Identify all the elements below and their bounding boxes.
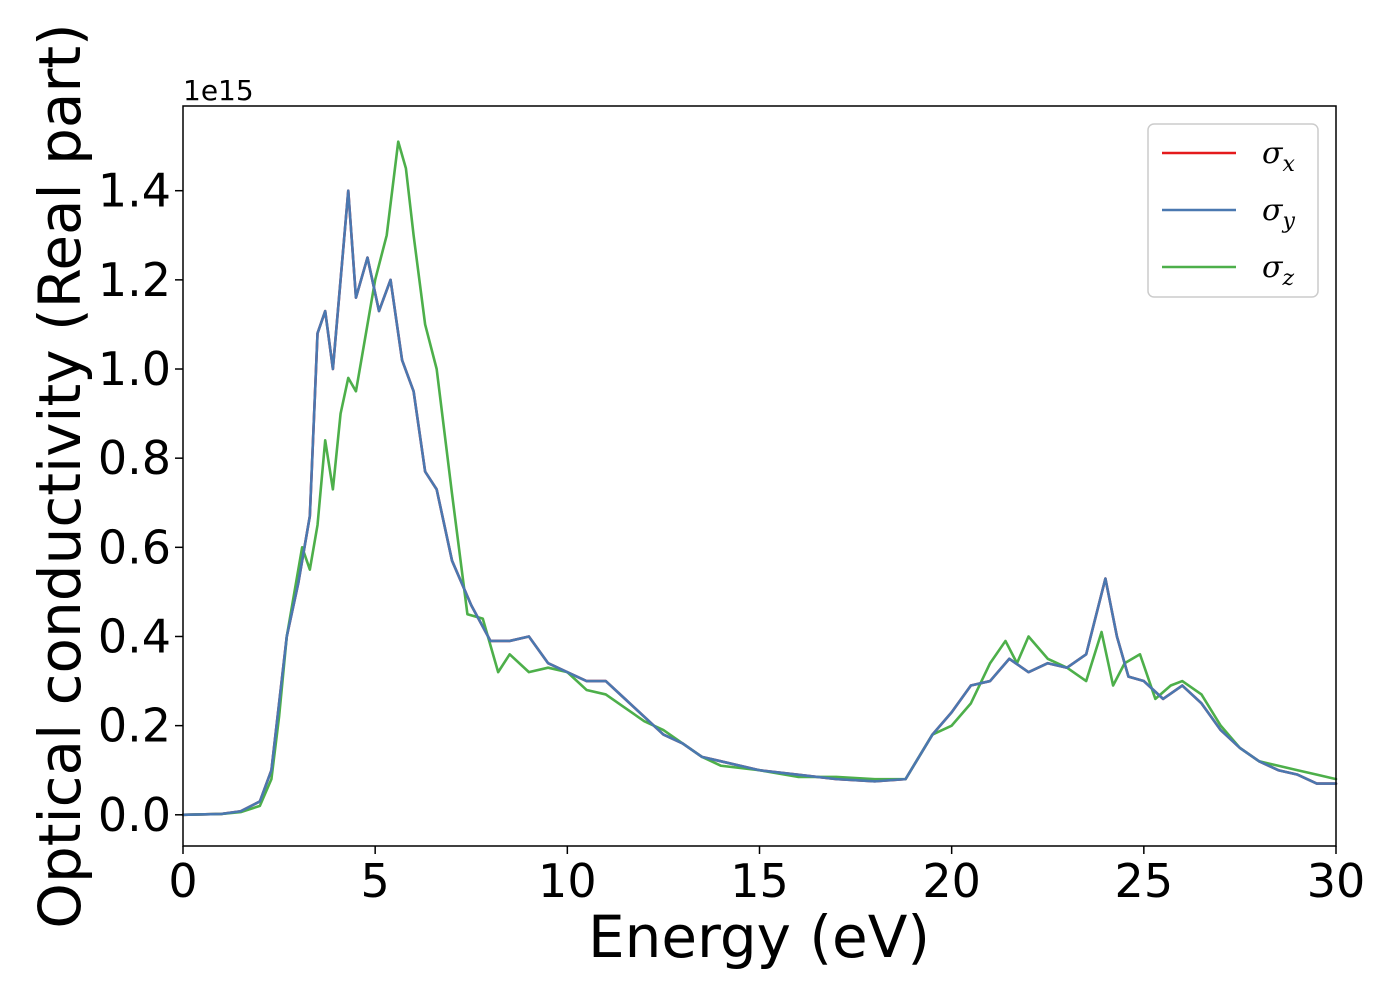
x-tick-label: 10 [538,854,597,908]
y-tick-label: 0.0 [98,788,171,842]
plot-background [183,106,1336,846]
legend-label-sigma-y: σy [1262,193,1295,234]
y-tick-label: 1.4 [98,164,171,218]
y-tick-label: 0.2 [98,699,171,753]
y-tick-label: 0.8 [98,431,171,485]
legend-label-symbol: σ [1262,193,1284,228]
series-layer [181,140,1338,817]
y-axis-ticks: 0.0 0.2 0.4 0.6 0.8 1.0 1.2 1.4 [98,164,183,842]
x-tick-label: 0 [168,854,197,908]
y-tick-label: 1.2 [98,253,171,307]
legend-label-subscript: z [1281,266,1294,291]
y-tick-label: 0.4 [98,609,171,663]
legend-label-symbol: σ [1262,250,1284,285]
x-tick-label: 25 [1115,854,1174,908]
x-tick-label: 15 [730,854,789,908]
series-line-sigma-y [181,189,1338,817]
y-tick-label: 1.0 [98,342,171,396]
legend-label-sigma-x: σx [1262,136,1295,177]
legend-label-sigma-z: σz [1262,250,1294,291]
y-tick-label: 0.6 [98,520,171,574]
series-line-sigma-z [181,140,1338,817]
x-tick-label: 5 [361,854,390,908]
y-axis-title: Optical conductivity (Real part) [26,23,94,928]
legend-label-symbol: σ [1262,136,1284,171]
legend-label-subscript: x [1282,152,1295,177]
x-tick-label: 30 [1307,854,1366,908]
y-offset-text: 1e15 [183,74,254,107]
x-axis-ticks: 0 5 10 15 20 25 30 [168,846,1365,908]
x-axis-title: Energy (eV) [588,903,930,971]
legend-label-subscript: y [1281,209,1295,234]
x-tick-label: 20 [922,854,981,908]
